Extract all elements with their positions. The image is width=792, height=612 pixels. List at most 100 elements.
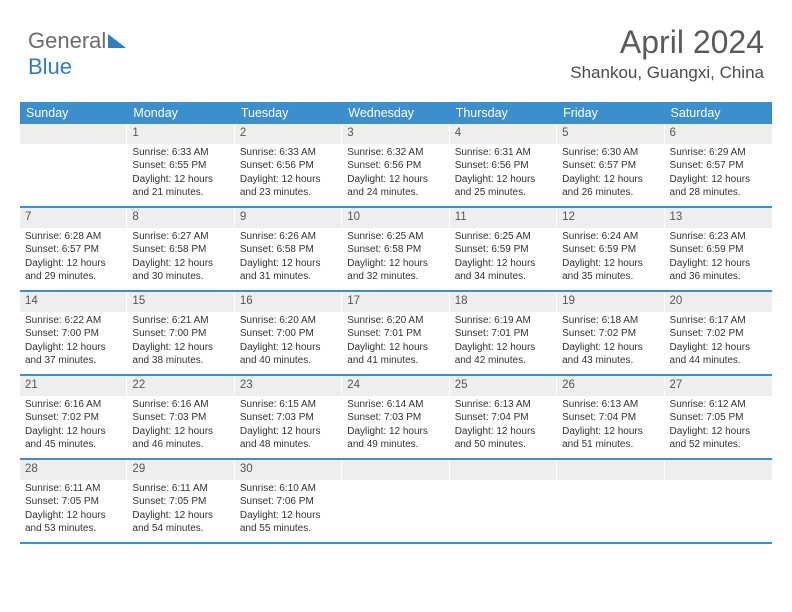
day-body: Sunrise: 6:10 AMSunset: 7:06 PMDaylight:…	[235, 480, 342, 542]
dow-tuesday: Tuesday	[235, 102, 342, 124]
sunset-line: Sunset: 6:57 PM	[670, 159, 767, 173]
sunrise-line: Sunrise: 6:22 AM	[25, 314, 122, 328]
sunset-line: Sunset: 7:05 PM	[25, 495, 122, 509]
sunset-line: Sunset: 7:00 PM	[25, 327, 122, 341]
calendar-day: 11Sunrise: 6:25 AMSunset: 6:59 PMDayligh…	[450, 208, 557, 290]
day-body: Sunrise: 6:22 AMSunset: 7:00 PMDaylight:…	[20, 312, 127, 374]
calendar-day: .	[342, 460, 449, 542]
daylight-line: Daylight: 12 hours and 51 minutes.	[562, 425, 659, 452]
calendar-day: 27Sunrise: 6:12 AMSunset: 7:05 PMDayligh…	[665, 376, 772, 458]
brand-triangle-icon	[108, 34, 126, 48]
day-body: Sunrise: 6:16 AMSunset: 7:03 PMDaylight:…	[127, 396, 234, 458]
day-body: Sunrise: 6:18 AMSunset: 7:02 PMDaylight:…	[557, 312, 664, 374]
dow-monday: Monday	[127, 102, 234, 124]
day-number: 22	[127, 376, 234, 396]
day-body	[665, 480, 772, 488]
sunset-line: Sunset: 6:56 PM	[240, 159, 337, 173]
daylight-line: Daylight: 12 hours and 21 minutes.	[132, 173, 229, 200]
day-body: Sunrise: 6:15 AMSunset: 7:03 PMDaylight:…	[235, 396, 342, 458]
sunset-line: Sunset: 7:00 PM	[132, 327, 229, 341]
daylight-line: Daylight: 12 hours and 29 minutes.	[25, 257, 122, 284]
calendar-day: 4Sunrise: 6:31 AMSunset: 6:56 PMDaylight…	[450, 124, 557, 206]
sunset-line: Sunset: 7:05 PM	[670, 411, 767, 425]
day-number: .	[20, 124, 127, 144]
sunrise-line: Sunrise: 6:20 AM	[240, 314, 337, 328]
daylight-line: Daylight: 12 hours and 25 minutes.	[455, 173, 552, 200]
sunrise-line: Sunrise: 6:27 AM	[132, 230, 229, 244]
sunset-line: Sunset: 6:59 PM	[562, 243, 659, 257]
daylight-line: Daylight: 12 hours and 44 minutes.	[670, 341, 767, 368]
sunrise-line: Sunrise: 6:13 AM	[562, 398, 659, 412]
calendar-day: 28Sunrise: 6:11 AMSunset: 7:05 PMDayligh…	[20, 460, 127, 542]
sunrise-line: Sunrise: 6:13 AM	[455, 398, 552, 412]
sunrise-line: Sunrise: 6:15 AM	[240, 398, 337, 412]
calendar-day: 18Sunrise: 6:19 AMSunset: 7:01 PMDayligh…	[450, 292, 557, 374]
calendar-day: 12Sunrise: 6:24 AMSunset: 6:59 PMDayligh…	[557, 208, 664, 290]
title-block: April 2024 Shankou, Guangxi, China	[570, 24, 764, 83]
daylight-line: Daylight: 12 hours and 24 minutes.	[347, 173, 444, 200]
day-body: Sunrise: 6:12 AMSunset: 7:05 PMDaylight:…	[665, 396, 772, 458]
day-number: 6	[665, 124, 772, 144]
daylight-line: Daylight: 12 hours and 52 minutes.	[670, 425, 767, 452]
sunset-line: Sunset: 7:02 PM	[670, 327, 767, 341]
daylight-line: Daylight: 12 hours and 43 minutes.	[562, 341, 659, 368]
sunrise-line: Sunrise: 6:32 AM	[347, 146, 444, 160]
dow-saturday: Saturday	[665, 102, 772, 124]
day-number: 23	[235, 376, 342, 396]
daylight-line: Daylight: 12 hours and 26 minutes.	[562, 173, 659, 200]
brand-part1: General	[28, 28, 106, 53]
calendar-day: 7Sunrise: 6:28 AMSunset: 6:57 PMDaylight…	[20, 208, 127, 290]
sunrise-line: Sunrise: 6:14 AM	[347, 398, 444, 412]
day-number: 25	[450, 376, 557, 396]
day-number: 11	[450, 208, 557, 228]
day-body: Sunrise: 6:11 AMSunset: 7:05 PMDaylight:…	[20, 480, 127, 542]
day-body: Sunrise: 6:26 AMSunset: 6:58 PMDaylight:…	[235, 228, 342, 290]
calendar-day: 22Sunrise: 6:16 AMSunset: 7:03 PMDayligh…	[127, 376, 234, 458]
sunset-line: Sunset: 6:58 PM	[347, 243, 444, 257]
sunset-line: Sunset: 6:56 PM	[347, 159, 444, 173]
sunrise-line: Sunrise: 6:19 AM	[455, 314, 552, 328]
calendar-day: 6Sunrise: 6:29 AMSunset: 6:57 PMDaylight…	[665, 124, 772, 206]
daylight-line: Daylight: 12 hours and 54 minutes.	[132, 509, 229, 536]
day-body	[450, 480, 557, 488]
daylight-line: Daylight: 12 hours and 37 minutes.	[25, 341, 122, 368]
calendar-day: 3Sunrise: 6:32 AMSunset: 6:56 PMDaylight…	[342, 124, 449, 206]
day-body: Sunrise: 6:28 AMSunset: 6:57 PMDaylight:…	[20, 228, 127, 290]
daylight-line: Daylight: 12 hours and 23 minutes.	[240, 173, 337, 200]
day-number: .	[450, 460, 557, 480]
calendar-day: 20Sunrise: 6:17 AMSunset: 7:02 PMDayligh…	[665, 292, 772, 374]
calendar-day: 19Sunrise: 6:18 AMSunset: 7:02 PMDayligh…	[557, 292, 664, 374]
dow-wednesday: Wednesday	[342, 102, 449, 124]
day-body: Sunrise: 6:27 AMSunset: 6:58 PMDaylight:…	[127, 228, 234, 290]
daylight-line: Daylight: 12 hours and 31 minutes.	[240, 257, 337, 284]
sunset-line: Sunset: 7:02 PM	[25, 411, 122, 425]
calendar-week: 21Sunrise: 6:16 AMSunset: 7:02 PMDayligh…	[20, 376, 772, 460]
daylight-line: Daylight: 12 hours and 40 minutes.	[240, 341, 337, 368]
day-body: Sunrise: 6:14 AMSunset: 7:03 PMDaylight:…	[342, 396, 449, 458]
day-body: Sunrise: 6:13 AMSunset: 7:04 PMDaylight:…	[557, 396, 664, 458]
daylight-line: Daylight: 12 hours and 46 minutes.	[132, 425, 229, 452]
day-number: 17	[342, 292, 449, 312]
dow-thursday: Thursday	[450, 102, 557, 124]
sunset-line: Sunset: 7:02 PM	[562, 327, 659, 341]
day-body: Sunrise: 6:31 AMSunset: 6:56 PMDaylight:…	[450, 144, 557, 206]
day-number: 21	[20, 376, 127, 396]
sunset-line: Sunset: 7:01 PM	[347, 327, 444, 341]
calendar-day: 25Sunrise: 6:13 AMSunset: 7:04 PMDayligh…	[450, 376, 557, 458]
day-number: 28	[20, 460, 127, 480]
calendar-day: 16Sunrise: 6:20 AMSunset: 7:00 PMDayligh…	[235, 292, 342, 374]
calendar-day: 26Sunrise: 6:13 AMSunset: 7:04 PMDayligh…	[557, 376, 664, 458]
calendar-day: 1Sunrise: 6:33 AMSunset: 6:55 PMDaylight…	[127, 124, 234, 206]
day-body: Sunrise: 6:33 AMSunset: 6:56 PMDaylight:…	[235, 144, 342, 206]
day-number: .	[342, 460, 449, 480]
day-number: .	[557, 460, 664, 480]
sunrise-line: Sunrise: 6:21 AM	[132, 314, 229, 328]
daylight-line: Daylight: 12 hours and 41 minutes.	[347, 341, 444, 368]
sunset-line: Sunset: 6:59 PM	[670, 243, 767, 257]
day-number: 2	[235, 124, 342, 144]
day-of-week-header: Sunday Monday Tuesday Wednesday Thursday…	[20, 102, 772, 124]
daylight-line: Daylight: 12 hours and 28 minutes.	[670, 173, 767, 200]
calendar-week: .1Sunrise: 6:33 AMSunset: 6:55 PMDayligh…	[20, 124, 772, 208]
daylight-line: Daylight: 12 hours and 30 minutes.	[132, 257, 229, 284]
calendar-day: 15Sunrise: 6:21 AMSunset: 7:00 PMDayligh…	[127, 292, 234, 374]
